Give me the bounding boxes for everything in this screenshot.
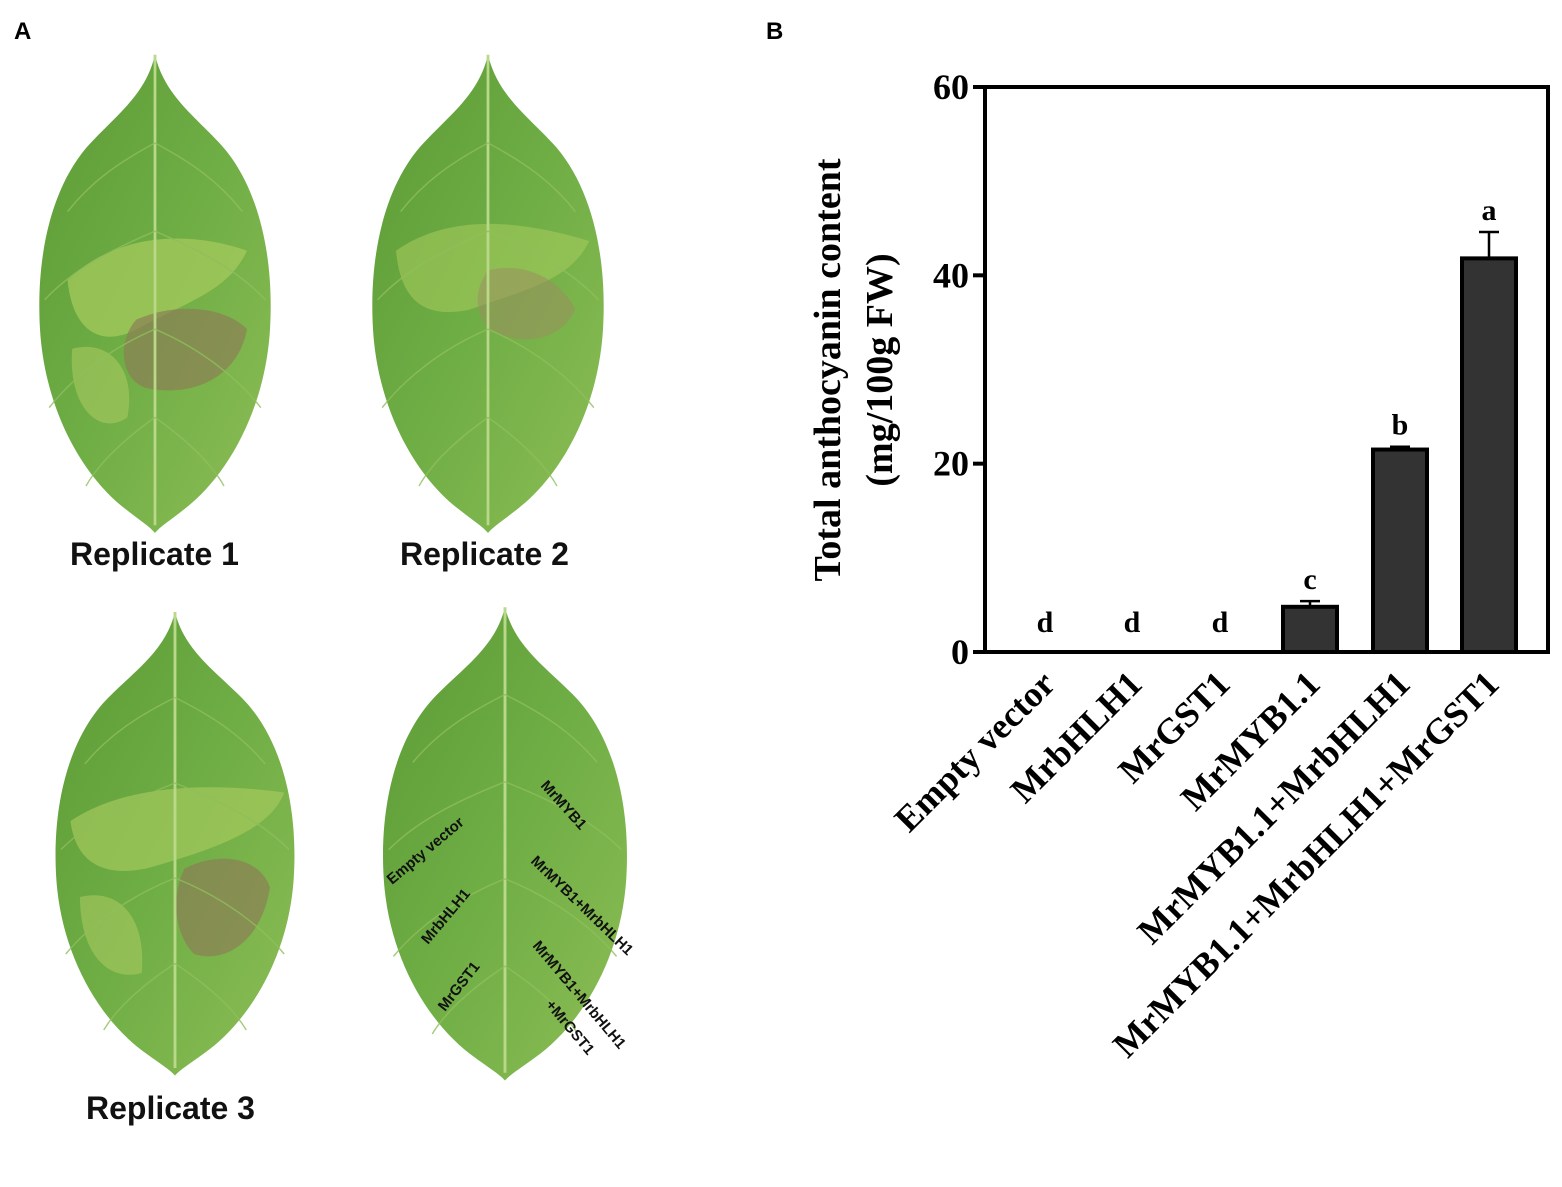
replicate-1-label: Replicate 1 [70, 536, 239, 572]
leaf-replicate-2 [372, 54, 604, 534]
leaf-annotated [383, 607, 627, 1081]
leaf-photos: Empty vector MrbHLH1 MrGST1 MrMYB1 MrMYB… [39, 54, 636, 1081]
y-tick-label: 40 [933, 255, 969, 295]
significance-letter: d [1124, 606, 1141, 639]
y-tick-label: 20 [933, 444, 969, 484]
leaf-replicate-1 [39, 54, 271, 534]
significance-letter: d [1212, 606, 1229, 639]
replicate-2-label: Replicate 2 [400, 536, 569, 572]
replicate-3-label: Replicate 3 [86, 1090, 255, 1126]
significance-letter: d [1037, 606, 1054, 639]
bar [1371, 447, 1429, 654]
panel-label-b: B [766, 18, 784, 45]
anthocyanin-bar-chart: 0 20 40 60 Total anthocyanin content (mg/100g… [807, 67, 1550, 1065]
significance-letter: a [1482, 194, 1497, 227]
significance-letter: b [1392, 409, 1409, 442]
bar [1281, 604, 1339, 654]
y-axis-label-line1: Total anthocyanin content [807, 158, 849, 581]
significance-letter: c [1303, 563, 1316, 596]
y-tick-label: 0 [951, 632, 969, 672]
plot-frame [983, 85, 1550, 654]
y-tick-label: 60 [933, 67, 969, 107]
y-axis-label-line2: (mg/100g FW) [859, 253, 901, 486]
bar [1460, 256, 1518, 654]
panel-label-a: A [14, 18, 32, 45]
leaf-replicate-3 [55, 611, 295, 1076]
